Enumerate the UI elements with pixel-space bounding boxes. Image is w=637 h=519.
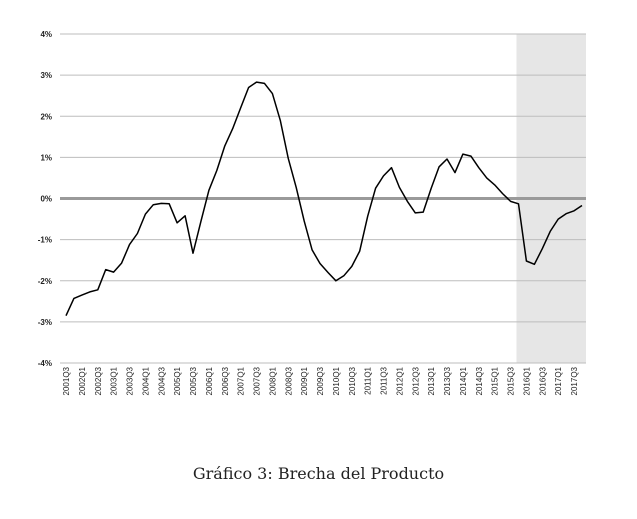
y-tick-label: -4% [38,359,52,368]
x-tick-label: 2006Q1 [205,366,214,395]
x-tick-label: 2010Q3 [348,366,357,395]
x-tick-label: 2009Q1 [300,366,309,395]
x-tick-label: 2016Q1 [522,366,531,395]
grid-lines [60,33,586,364]
x-tick-label: 2007Q1 [237,366,246,395]
x-tick-label: 2002Q3 [94,366,103,395]
x-tick-label: 2013Q1 [427,366,436,395]
x-axis: 2001Q3 2002Q1 2002Q3 2003Q1 2003Q3 2004Q1 2004… [62,366,579,395]
y-tick-label: -3% [38,318,52,327]
x-tick-label: 2017Q3 [570,366,579,395]
x-tick-label: 2007Q3 [253,366,262,395]
x-tick-label: 2003Q1 [110,366,119,395]
x-tick-label: 2006Q3 [221,366,230,395]
x-tick-label: 2014Q1 [459,366,468,395]
y-tick-label: -2% [38,277,52,286]
y-tick-label: 0% [40,195,52,204]
y-axis: 4% 3% 2% 1% 0% -1% -2% -3% -4% [38,30,52,368]
x-tick-label: 2013Q3 [443,366,452,395]
x-tick-label: 2011Q1 [364,366,373,394]
output-gap-series-line [65,81,583,317]
x-tick-label: 2012Q3 [411,366,420,395]
x-tick-label: 2016Q3 [538,366,547,395]
x-tick-label: 2002Q1 [78,366,87,395]
x-tick-label: 2014Q3 [475,366,484,395]
x-tick-label: 2003Q3 [126,366,135,395]
x-tick-label: 2011Q3 [380,366,389,394]
y-tick-label: 3% [40,71,52,80]
x-tick-label: 2015Q3 [507,366,516,395]
y-tick-label: -1% [38,236,52,245]
x-tick-label: 2017Q1 [554,366,563,395]
y-tick-label: 4% [40,30,52,39]
x-tick-label: 2012Q1 [395,366,404,395]
y-tick-label: 2% [40,112,52,121]
chart-caption: Gráfico 3: Brecha del Producto [192,464,445,483]
y-tick-label: 1% [40,153,52,162]
x-tick-label: 2005Q1 [173,366,182,395]
x-tick-label: 2008Q3 [284,366,293,395]
x-tick-label: 2005Q3 [189,366,198,395]
x-tick-label: 2008Q1 [268,366,277,395]
x-tick-label: 2001Q3 [62,366,71,395]
x-tick-label: 2004Q3 [157,366,166,395]
x-tick-label: 2009Q3 [316,366,325,395]
x-tick-label: 2015Q1 [491,366,500,395]
x-tick-label: 2004Q1 [141,366,150,395]
x-tick-label: 2010Q1 [332,366,341,395]
